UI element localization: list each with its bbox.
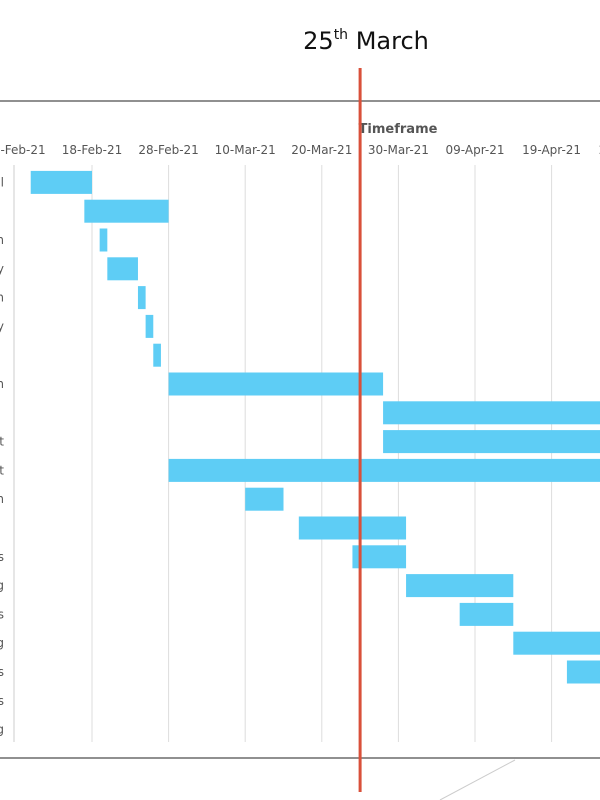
- task-bar-13: [352, 545, 407, 569]
- task-label-4: n: [0, 291, 4, 305]
- x-tick-label-6: 09-Apr-21: [446, 143, 505, 157]
- x-tick-label-2: 28-Feb-21: [138, 143, 198, 157]
- task-bar-5: [145, 314, 154, 338]
- task-label-11: n: [0, 492, 4, 506]
- task-label-2: n: [0, 233, 4, 247]
- task-label-3: y: [0, 262, 4, 276]
- task-bar-15: [459, 602, 514, 626]
- task-bar-14: [406, 574, 514, 598]
- decorative-diagonal: [439, 759, 516, 800]
- task-bar-1: [84, 199, 169, 223]
- task-bar-11: [245, 487, 284, 511]
- task-bar-9: [383, 430, 600, 454]
- marker-month: March: [348, 27, 429, 55]
- task-label-19: g: [0, 723, 4, 737]
- x-tick-label-7: 19-Apr-21: [522, 143, 581, 157]
- x-tick-label-5: 30-Mar-21: [368, 143, 429, 157]
- task-bar-0: [30, 170, 92, 194]
- task-bar-17: [566, 660, 600, 684]
- x-tick-label-0: 08-Feb-21: [0, 143, 46, 157]
- task-bar-2: [99, 228, 108, 252]
- task-bar-6: [153, 343, 161, 367]
- marker-day-suffix: th: [334, 27, 348, 43]
- task-bar-16: [513, 631, 600, 655]
- task-bar-10: [168, 458, 600, 482]
- task-bar-7: [168, 372, 384, 396]
- marker-day: 25: [303, 27, 334, 55]
- x-axis-title: Timeframe: [359, 122, 438, 137]
- task-label-15: s: [0, 607, 4, 621]
- x-tick-label-3: 10-Mar-21: [215, 143, 276, 157]
- x-tick-label-8: 29-Apr-21: [599, 143, 600, 157]
- task-label-16: g: [0, 636, 4, 650]
- task-label-9: t: [0, 435, 4, 449]
- grid-layer: [13, 165, 553, 742]
- task-label-17: s: [0, 665, 4, 679]
- x-tick-label-4: 20-Mar-21: [291, 143, 352, 157]
- x-tick-label-1: 18-Feb-21: [62, 143, 122, 157]
- task-label-7: n: [0, 377, 4, 391]
- today-marker-label: 25th March: [303, 27, 429, 55]
- task-label-10: t: [0, 463, 4, 477]
- task-label-0: l: [1, 175, 4, 189]
- task-label-5: y: [0, 319, 4, 333]
- task-label-13: s: [0, 550, 4, 564]
- task-label-14: g: [0, 579, 4, 593]
- task-label-18: s: [0, 694, 4, 708]
- tick-layer: 08-Feb-21 18-Feb-21 28-Feb-21 10-Mar-21 20-M…: [0, 143, 600, 157]
- task-bar-3: [107, 257, 138, 281]
- task-bar-8: [383, 401, 600, 425]
- task-bar-4: [137, 286, 146, 310]
- task-bar-12: [298, 516, 407, 540]
- bar-layer: [30, 170, 600, 684]
